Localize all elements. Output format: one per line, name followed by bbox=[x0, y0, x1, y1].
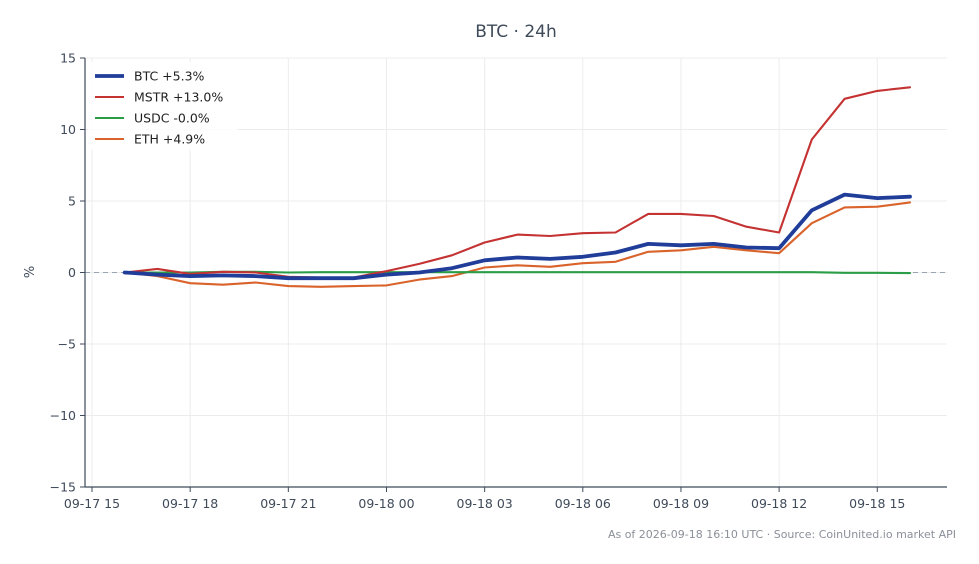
x-tick-label: 09-18 15 bbox=[849, 496, 905, 511]
series-line-btc bbox=[122, 192, 912, 281]
y-tick-label: 15 bbox=[60, 51, 76, 66]
x-tick-label: 09-17 18 bbox=[162, 496, 218, 511]
x-tick-label: 09-17 15 bbox=[64, 496, 120, 511]
x-tick-label: 09-18 12 bbox=[751, 496, 807, 511]
y-tick-label: 0 bbox=[68, 265, 76, 280]
legend-label: MSTR +13.0% bbox=[134, 90, 223, 105]
y-ticks: −15 −10 −5 0 5 10 15 bbox=[50, 51, 85, 495]
series-line-mstr bbox=[123, 86, 912, 279]
y-tick-label: −5 bbox=[58, 337, 76, 352]
x-tick-label: 09-18 03 bbox=[457, 496, 513, 511]
y-tick-label: −10 bbox=[50, 408, 76, 423]
x-ticks: 09-17 15 09-17 18 09-17 21 09-18 00 09-18 03… bbox=[64, 487, 905, 511]
y-axis-label: % bbox=[23, 266, 38, 278]
footnote: As of 2026-09-18 16:10 UTC · Source: Coi… bbox=[608, 528, 956, 541]
legend-label: USDC -0.0% bbox=[134, 111, 210, 126]
x-tick-label: 09-18 06 bbox=[555, 496, 611, 511]
x-tick-label: 09-18 09 bbox=[653, 496, 709, 511]
y-tick-label: 5 bbox=[68, 194, 76, 209]
y-tick-label: −15 bbox=[50, 480, 76, 495]
legend-label: ETH +4.9% bbox=[134, 132, 205, 147]
y-tick-label: 10 bbox=[60, 122, 76, 137]
chart-title: BTC · 24h bbox=[475, 22, 557, 42]
legend: BTC +5.3% MSTR +13.0% USDC -0.0% ETH +4.9% bbox=[88, 62, 238, 150]
series-layer bbox=[122, 86, 912, 288]
legend-label: BTC +5.3% bbox=[134, 69, 205, 84]
x-tick-label: 09-17 21 bbox=[260, 496, 316, 511]
series-line-eth bbox=[123, 201, 912, 288]
x-tick-label: 09-18 00 bbox=[358, 496, 414, 511]
